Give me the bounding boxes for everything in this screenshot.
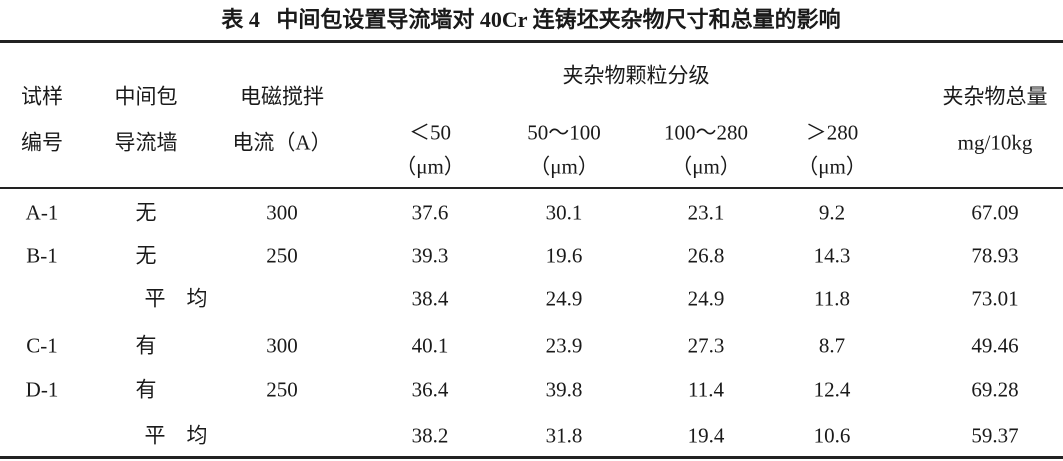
size-cell: 39.8 xyxy=(545,377,583,402)
size-cell: 39.3 xyxy=(411,243,449,268)
sample-id: C-1 xyxy=(26,333,58,358)
size-cell: 23.1 xyxy=(687,200,725,225)
size-cell: 23.9 xyxy=(545,333,583,358)
column-header: 电磁搅拌 xyxy=(240,84,324,109)
header-rule xyxy=(0,187,1063,189)
size-cell: 31.8 xyxy=(545,423,583,448)
column-header: 中间包 xyxy=(114,84,178,109)
size-cell: 11.8 xyxy=(814,286,850,311)
table-title: 表 4 中间包设置导流墙对 40Cr 连铸坯夹杂物尺寸和总量的影响 xyxy=(221,7,841,32)
size-cell: 24.9 xyxy=(687,286,725,311)
current-cell: 300 xyxy=(266,333,298,358)
column-header: （μm） xyxy=(671,154,741,179)
current-cell: 300 xyxy=(266,200,298,225)
sample-id: B-1 xyxy=(26,243,58,268)
current-cell: 250 xyxy=(266,377,298,402)
size-cell: 11.4 xyxy=(688,377,724,402)
column-header: 100～280 xyxy=(664,120,748,145)
column-header: （μm） xyxy=(395,154,465,179)
average-label: 平 均 xyxy=(144,286,208,311)
size-cell: 12.4 xyxy=(813,377,851,402)
current-cell: 250 xyxy=(266,243,298,268)
size-cell: 10.6 xyxy=(813,423,851,448)
column-header: 编号 xyxy=(21,130,63,155)
size-cell: 24.9 xyxy=(545,286,583,311)
size-cell: 19.6 xyxy=(545,243,583,268)
average-label: 平 均 xyxy=(144,423,208,448)
column-header: mg/10kg xyxy=(957,130,1033,155)
group-header: 夹杂物颗粒分级 xyxy=(562,63,710,88)
total-cell: 59.37 xyxy=(971,423,1019,448)
total-cell: 67.09 xyxy=(971,200,1019,225)
column-header: 50～100 xyxy=(527,120,601,145)
column-header: ＜50 xyxy=(409,120,451,145)
top-rule xyxy=(0,40,1063,43)
size-cell: 9.2 xyxy=(818,200,846,225)
size-cell: 36.4 xyxy=(411,377,449,402)
size-cell: 38.2 xyxy=(411,423,449,448)
column-header: 试样 xyxy=(21,84,63,109)
wall-cell: 无 xyxy=(135,200,157,225)
bottom-rule xyxy=(0,456,1063,459)
size-cell: 26.8 xyxy=(687,243,725,268)
wall-cell: 无 xyxy=(135,243,157,268)
sample-id: A-1 xyxy=(25,200,59,225)
column-header: ＞280 xyxy=(805,120,859,145)
size-cell: 14.3 xyxy=(813,243,851,268)
size-cell: 40.1 xyxy=(411,333,449,358)
column-header: （μm） xyxy=(529,154,599,179)
size-cell: 27.3 xyxy=(687,333,725,358)
total-cell: 73.01 xyxy=(971,286,1019,311)
total-cell: 69.28 xyxy=(971,377,1019,402)
total-cell: 78.93 xyxy=(971,243,1019,268)
wall-cell: 有 xyxy=(135,333,157,358)
wall-cell: 有 xyxy=(135,377,157,402)
size-cell: 19.4 xyxy=(687,423,725,448)
size-cell: 37.6 xyxy=(411,200,449,225)
sample-id: D-1 xyxy=(25,377,59,402)
column-header: 电流（A） xyxy=(232,130,332,155)
column-header: （μm） xyxy=(797,154,867,179)
size-cell: 30.1 xyxy=(545,200,583,225)
column-header: 夹杂物总量 xyxy=(942,84,1048,109)
column-header: 导流墙 xyxy=(114,130,178,155)
size-cell: 8.7 xyxy=(818,333,846,358)
size-cell: 38.4 xyxy=(411,286,449,311)
total-cell: 49.46 xyxy=(971,333,1019,358)
